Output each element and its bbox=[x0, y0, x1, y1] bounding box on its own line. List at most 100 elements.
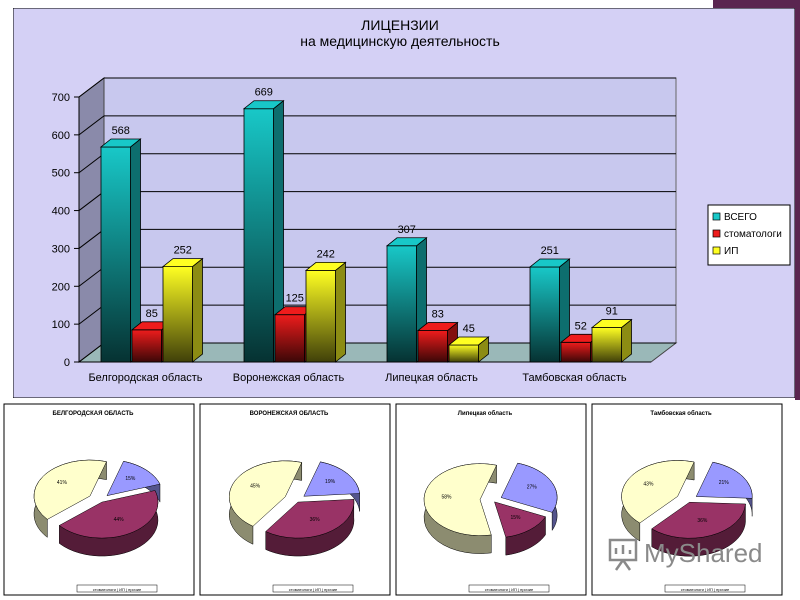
pie-title: ВОРОНЕЖСКАЯ ОБЛАСТЬ bbox=[250, 411, 329, 417]
myshared-watermark: MyShared bbox=[606, 532, 776, 572]
bar-data-label: 307 bbox=[398, 224, 416, 236]
bar bbox=[305, 269, 336, 363]
bar-data-label: 568 bbox=[112, 125, 130, 137]
pie-legend-box bbox=[468, 584, 550, 593]
pie-slice bbox=[651, 501, 746, 539]
watermark-text: MyShared bbox=[644, 538, 763, 568]
bar-data-label: 85 bbox=[146, 308, 158, 320]
gridline-side bbox=[78, 266, 105, 287]
y-tick-label: 700 bbox=[52, 92, 70, 104]
legend-label: ИП bbox=[724, 246, 738, 257]
bar bbox=[529, 266, 560, 363]
pie-legend-text: стоматологи | ИП | прочие bbox=[485, 587, 534, 592]
bar-data-label: 669 bbox=[255, 87, 273, 99]
pie-slice-label: 44% bbox=[114, 517, 125, 523]
bar-top bbox=[590, 319, 633, 328]
bar-data-label: 251 bbox=[541, 245, 559, 257]
legend-label: ВСЕГО bbox=[724, 212, 757, 223]
x-tick-label: Липецкая область bbox=[385, 372, 478, 384]
gridline-side bbox=[78, 229, 105, 249]
pie-panel-frame bbox=[199, 403, 391, 596]
pie-legend-text: стоматологи | ИП | прочие bbox=[289, 587, 338, 592]
pie-legend-box bbox=[272, 584, 354, 593]
bar-side bbox=[335, 261, 346, 363]
plot-side-wall bbox=[78, 76, 105, 364]
chart-title: ЛИЦЕНЗИИ bbox=[361, 17, 439, 33]
bar bbox=[591, 327, 622, 363]
bar-data-label: 45 bbox=[463, 323, 475, 335]
bar-data-label: 52 bbox=[575, 320, 587, 332]
bar bbox=[131, 329, 162, 363]
presentation-board-icon bbox=[608, 538, 638, 571]
chart-legend: ВСЕГО стоматологи ИП bbox=[707, 204, 791, 266]
y-tick-label: 300 bbox=[52, 243, 70, 255]
bar bbox=[100, 146, 131, 363]
licenses-bar-chart: ЛИЦЕНЗИИ на медицинскую деятельность 0 100 2… bbox=[12, 7, 796, 399]
pie-legend-box bbox=[664, 584, 746, 593]
gridline-side bbox=[78, 191, 105, 211]
gridline-side bbox=[78, 304, 105, 325]
pie-slice-label: 43% bbox=[643, 482, 654, 488]
bar-side bbox=[192, 257, 203, 363]
pie-chart-tambov: Тамбовская область 21% 36% 43% стоматологи |… bbox=[591, 403, 783, 596]
pie-slice bbox=[500, 462, 558, 513]
pie-slice bbox=[621, 460, 695, 524]
pie-slice bbox=[265, 499, 355, 539]
pie-slice bbox=[494, 501, 546, 538]
y-tick-label: 100 bbox=[52, 319, 70, 331]
bar-data-label: 91 bbox=[606, 306, 618, 318]
gridline-side bbox=[78, 153, 105, 174]
pie-chart-lipetsk: Липецкая область 27% 15% 58% стоматологи | И… bbox=[395, 403, 587, 596]
pie-panel-belgorod: БЕЛГОРОДСКАЯ ОБЛАСТЬ 15% 44% 41% стоматологи… bbox=[3, 403, 195, 598]
pie-slice-label: 36% bbox=[697, 518, 708, 524]
x-tick-label: Белгородская область bbox=[88, 372, 202, 384]
pie-slice-label: 45% bbox=[250, 483, 261, 489]
y-tick-label: 600 bbox=[52, 130, 70, 142]
bar-top bbox=[161, 258, 204, 268]
pie-title: БЕЛГОРОДСКАЯ ОБЛАСТЬ bbox=[53, 411, 135, 417]
bar-data-label: 83 bbox=[432, 309, 444, 321]
bar bbox=[560, 341, 591, 363]
legend-swatch bbox=[712, 229, 721, 238]
pie-slice-label: 58% bbox=[441, 495, 452, 501]
pie-slice-label: 21% bbox=[719, 480, 730, 486]
y-tick-label: 200 bbox=[52, 281, 70, 293]
pie-panel-tambov: Тамбовская область 21% 36% 43% стоматологи |… bbox=[591, 403, 783, 598]
pie-slice-label: 19% bbox=[325, 479, 336, 485]
y-tick-label: 0 bbox=[64, 357, 70, 369]
bar bbox=[448, 344, 479, 363]
gridline-side bbox=[78, 115, 105, 136]
bar-top bbox=[528, 258, 571, 268]
pie-slice-label: 15% bbox=[510, 515, 521, 521]
bar-top bbox=[304, 261, 347, 271]
y-tick-label: 400 bbox=[52, 206, 70, 218]
bar-top bbox=[447, 336, 490, 346]
pie-chart-belgorod: БЕЛГОРОДСКАЯ ОБЛАСТЬ 15% 44% 41% стоматологи… bbox=[3, 403, 195, 596]
pie-slice-label: 36% bbox=[310, 517, 321, 523]
legend-label: стоматологи bbox=[724, 229, 782, 240]
legend-swatch bbox=[712, 212, 721, 221]
bar-data-label: 125 bbox=[286, 293, 304, 305]
x-tick-label: Воронежская область bbox=[233, 372, 345, 384]
bar bbox=[243, 108, 274, 363]
gridline-side bbox=[78, 77, 105, 98]
pie-legend-text: стоматологи | ИП | прочие bbox=[681, 587, 730, 592]
slide-accent-bar bbox=[713, 0, 800, 8]
bar-top bbox=[242, 100, 285, 110]
bar bbox=[386, 245, 417, 363]
pie-slice bbox=[695, 461, 753, 499]
pie-slice bbox=[33, 459, 107, 520]
bar-top bbox=[385, 237, 428, 247]
x-tick-label: Тамбовская область bbox=[522, 372, 627, 384]
bar-data-label: 252 bbox=[174, 245, 192, 257]
bar-top bbox=[99, 138, 142, 148]
bar-top bbox=[416, 322, 459, 331]
pie-panel-lipetsk: Липецкая область 27% 15% 58% стоматологи | И… bbox=[395, 403, 587, 598]
pie-legend-text: стоматологи | ИП | прочие bbox=[93, 587, 142, 592]
pie-legend-box bbox=[76, 584, 158, 593]
pie-slice-label: 15% bbox=[125, 476, 136, 482]
bar bbox=[274, 314, 305, 363]
watermark-svg: MyShared bbox=[608, 538, 763, 571]
pie-title: Липецкая область bbox=[458, 410, 513, 417]
